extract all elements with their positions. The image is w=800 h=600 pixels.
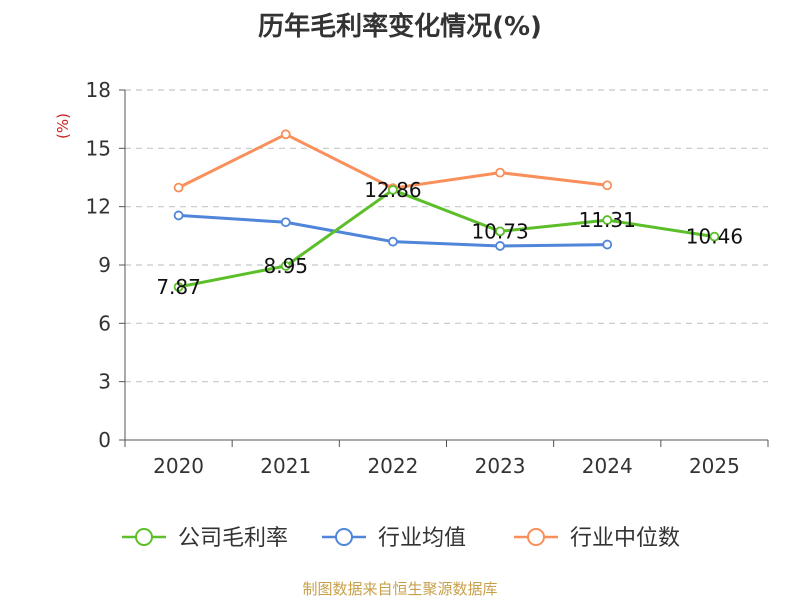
legend-marker: [527, 528, 545, 546]
x-tick-label: 2021: [260, 454, 311, 478]
data-label: 11.31: [579, 208, 636, 232]
series-line: [178, 188, 715, 289]
y-axis-label: (%): [54, 113, 72, 139]
legend: 公司毛利率 行业均值 行业中位数: [122, 526, 680, 551]
grid-lines: [125, 89, 768, 383]
data-label: 8.95: [263, 254, 308, 278]
x-tick-label: 2025: [689, 454, 740, 478]
legend-label: 公司毛利率: [178, 526, 288, 551]
legend-item-0: 公司毛利率: [122, 526, 288, 551]
data-point: [388, 185, 398, 195]
data-point: [495, 241, 505, 251]
x-tick-label: 2023: [475, 454, 526, 478]
legend-marker: [135, 528, 153, 546]
y-tick-label: 12: [86, 195, 111, 219]
data-point: [709, 231, 720, 242]
series-0: [173, 185, 720, 292]
y-tick-label: 3: [98, 370, 111, 394]
data-label: 7.87: [156, 275, 201, 299]
x-tick-label: 2020: [153, 454, 204, 478]
data-labels: 7.87 8.95 12.86 10.73 11.31 10.46: [156, 178, 743, 299]
y-tick-label: 6: [98, 311, 111, 335]
series-1: [173, 210, 613, 251]
y-tick-label: 18: [86, 78, 111, 102]
y-tick-labels: 0 3 6 9 12 15 18: [86, 78, 111, 452]
axes: [119, 89, 769, 447]
y-tick-label: 9: [98, 253, 111, 277]
x-tick-labels: 2020 2021 2022 2023 2024 2025: [153, 454, 740, 478]
data-point: [602, 180, 613, 191]
data-label: 10.46: [686, 225, 743, 249]
data-point: [280, 261, 291, 271]
x-tick-label: 2024: [582, 454, 633, 478]
data-point: [280, 217, 291, 228]
legend-item-2: 行业中位数: [514, 526, 680, 551]
chart-title: 历年毛利率变化情况(%): [258, 12, 542, 42]
source-note: 制图数据来自恒生聚源数据库: [302, 580, 498, 598]
y-tick-label: 0: [98, 428, 111, 452]
data-point: [173, 182, 184, 193]
y-tick-label: 15: [86, 136, 111, 160]
legend-marker: [335, 528, 353, 546]
data-point: [173, 282, 184, 292]
data-label: 10.73: [471, 219, 528, 243]
x-tick-label: 2022: [367, 454, 418, 478]
data-point: [602, 215, 613, 225]
series-lines: [173, 129, 720, 292]
data-point: [173, 210, 184, 221]
data-point: [280, 129, 291, 140]
data-point: [495, 167, 505, 178]
legend-label: 行业中位数: [570, 526, 680, 551]
data-point: [602, 239, 613, 250]
data-label: 12.86: [364, 178, 421, 202]
data-point: [495, 226, 505, 237]
data-point: [388, 236, 398, 247]
legend-label: 行业均值: [378, 526, 466, 551]
legend-item-1: 行业均值: [322, 526, 466, 551]
